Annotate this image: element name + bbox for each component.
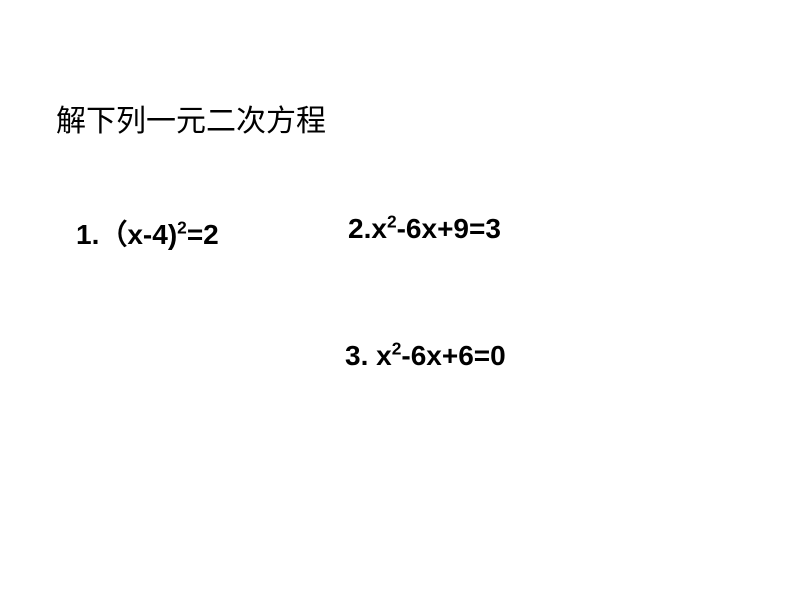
equation-number: 3.: [345, 340, 376, 371]
instruction-heading: 解下列一元二次方程: [56, 96, 326, 140]
equation-number: 2.: [348, 213, 371, 244]
equation-expression: x2-6x+6=0: [376, 340, 506, 371]
equation-number: 1.: [76, 219, 99, 250]
equation-2: 2.x2-6x+9=3: [348, 213, 501, 245]
equation-3: 3. x2-6x+6=0: [345, 340, 506, 372]
equation-expression: x2-6x+9=3: [371, 213, 501, 244]
equation-expression: （x-4)2=2: [99, 219, 218, 250]
equation-1: 1.（x-4)2=2: [76, 213, 219, 253]
